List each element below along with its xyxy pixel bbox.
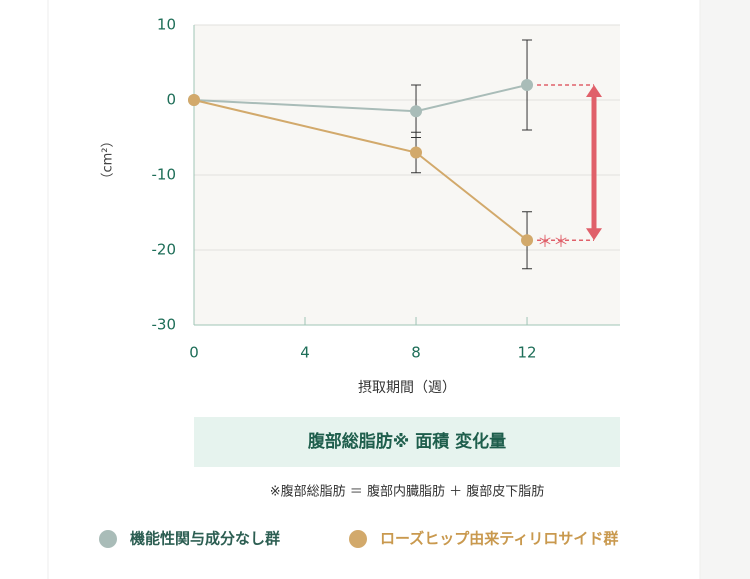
y-tick-label: 0 (166, 91, 176, 109)
x-tick-label: 0 (189, 344, 199, 362)
arrow-head (586, 228, 602, 241)
data-point (188, 94, 200, 106)
y-tick-label: -30 (152, 316, 177, 334)
significance-mark: ＊＊ (537, 232, 569, 251)
data-point (521, 234, 534, 247)
x-tick-label: 12 (517, 344, 536, 362)
data-point (410, 146, 423, 159)
legend-marker (99, 530, 117, 548)
x-tick-label: 4 (300, 344, 310, 362)
data-point (410, 105, 423, 118)
note: ※腹部総脂肪 ＝ 腹部内臓脂肪 ＋ 腹部皮下脂肪 (270, 484, 544, 500)
y-axis-label: （cm²） (101, 134, 116, 185)
legend-label: ローズヒップ由来ティリロサイド群 (380, 530, 618, 548)
y-tick-label: -10 (152, 166, 177, 184)
title-box (194, 417, 620, 467)
chart-title: 腹部総脂肪※ 面積 変化量 (308, 431, 506, 452)
side-background (700, 0, 750, 579)
legend-label: 機能性関与成分なし群 (130, 530, 280, 548)
arrow-head (586, 85, 602, 97)
x-axis-label: 摂取期間（週） (358, 380, 456, 396)
data-point (521, 79, 534, 91)
legend-marker (349, 530, 367, 548)
y-tick-label: -20 (152, 241, 177, 259)
x-tick-label: 8 (411, 344, 421, 362)
y-tick-label: 10 (157, 16, 176, 34)
